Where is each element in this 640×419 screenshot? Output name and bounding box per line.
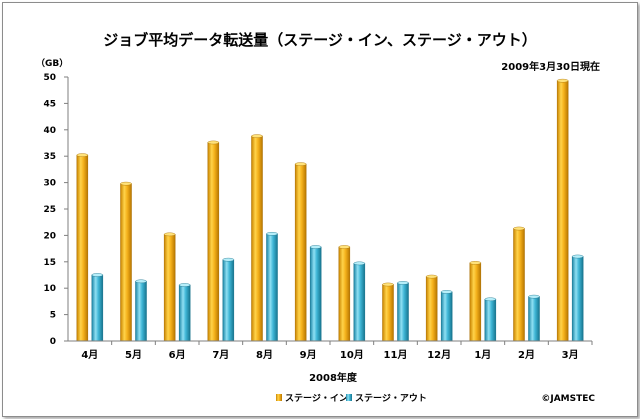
y-tick-label: 15	[43, 258, 56, 268]
bar-top-cap	[163, 232, 176, 237]
chart-title: ジョブ平均データ転送量（ステージ・イン、ステージ・アウト）	[103, 31, 537, 49]
bar-top-cap	[266, 232, 278, 236]
bar-stage-in	[556, 80, 569, 342]
bar-top-cap	[528, 294, 540, 299]
bar-stage-in	[207, 142, 220, 342]
y-tick-label: 40	[43, 126, 56, 136]
bar-stage-out	[353, 263, 366, 342]
bar-stage-out	[135, 281, 147, 342]
x-tick-label: 2月	[518, 349, 535, 361]
x-tick-label: 1月	[474, 349, 491, 361]
y-tick-label: 45	[43, 99, 56, 109]
bar-top-cap	[309, 245, 322, 249]
bar-top-cap	[484, 297, 497, 302]
bar-stage-in	[338, 246, 351, 342]
x-tick-label: 7月	[212, 349, 229, 361]
bar-stage-out	[222, 259, 235, 342]
bar-stage-out	[440, 291, 453, 342]
x-tick-label: 9月	[300, 349, 317, 361]
y-tick-label: 5	[50, 311, 56, 321]
bar-stage-in	[513, 228, 525, 342]
y-tick-label: 0	[50, 337, 56, 347]
x-tick-label: 10月	[340, 349, 364, 361]
x-axis-title: 2008年度	[309, 371, 358, 384]
bar-stage-in	[76, 154, 89, 342]
bar-top-cap	[469, 261, 482, 265]
x-tick-label: 3月	[562, 349, 579, 361]
y-axis-unit-label: （GB）	[36, 58, 68, 69]
x-tick-label: 11月	[384, 349, 408, 361]
bar-top-cap	[91, 273, 104, 277]
bar-top-cap	[425, 274, 438, 279]
x-tick-label: 8月	[256, 349, 273, 361]
bar-stage-out	[397, 282, 409, 342]
bar-top-cap	[222, 257, 235, 262]
legend-swatch-stage-out	[346, 394, 352, 401]
bar-stage-in	[163, 234, 176, 342]
bar-top-cap	[251, 134, 263, 138]
x-tick-label: 5月	[125, 349, 142, 361]
bar-top-cap	[178, 283, 191, 287]
legend-label-stage-in: ステージ・イン	[285, 393, 348, 404]
x-tick-label: 6月	[169, 349, 186, 361]
y-tick-label: 20	[43, 231, 56, 241]
bar-stage-in	[425, 276, 438, 342]
y-tick-label: 30	[43, 179, 56, 189]
bar-stage-out	[571, 256, 584, 342]
bar-top-cap	[76, 153, 89, 157]
bar-stage-out	[266, 233, 278, 342]
bar-stage-in	[382, 284, 394, 342]
bar-top-cap	[397, 281, 409, 285]
x-tick-label: 4月	[81, 349, 98, 361]
y-tick-label: 10	[43, 284, 56, 294]
bar-top-cap	[135, 279, 147, 284]
y-tick-label: 25	[43, 205, 56, 215]
bar-stage-out	[91, 274, 104, 342]
copyright-credit: ©JAMSTEC	[541, 394, 595, 404]
bar-stage-out	[178, 284, 191, 342]
bar-stage-in	[294, 163, 307, 342]
date-note: 2009年3月30日現在	[501, 60, 600, 73]
bar-stage-out	[484, 299, 497, 342]
y-tick-label: 50	[43, 73, 56, 83]
bar-stage-in	[120, 183, 132, 342]
bar-top-cap	[294, 162, 307, 166]
bar-top-cap	[338, 245, 351, 249]
bar-stage-in	[251, 135, 263, 342]
bar-top-cap	[556, 78, 569, 83]
bar-top-cap	[440, 290, 453, 294]
x-tick-label: 12月	[427, 349, 451, 361]
bar-top-cap	[513, 226, 525, 231]
legend-swatch-stage-in	[276, 394, 282, 401]
legend-label-stage-out: ステージ・アウト	[355, 393, 427, 404]
bar-stage-out	[309, 246, 322, 342]
bar-top-cap	[353, 261, 366, 266]
bar-top-cap	[571, 254, 584, 259]
bar-top-cap	[120, 181, 132, 186]
bar-stage-in	[469, 262, 482, 342]
bar-top-cap	[382, 282, 394, 287]
bar-top-cap	[207, 140, 220, 145]
bar-stage-out	[528, 296, 540, 342]
y-tick-label: 35	[43, 152, 56, 162]
